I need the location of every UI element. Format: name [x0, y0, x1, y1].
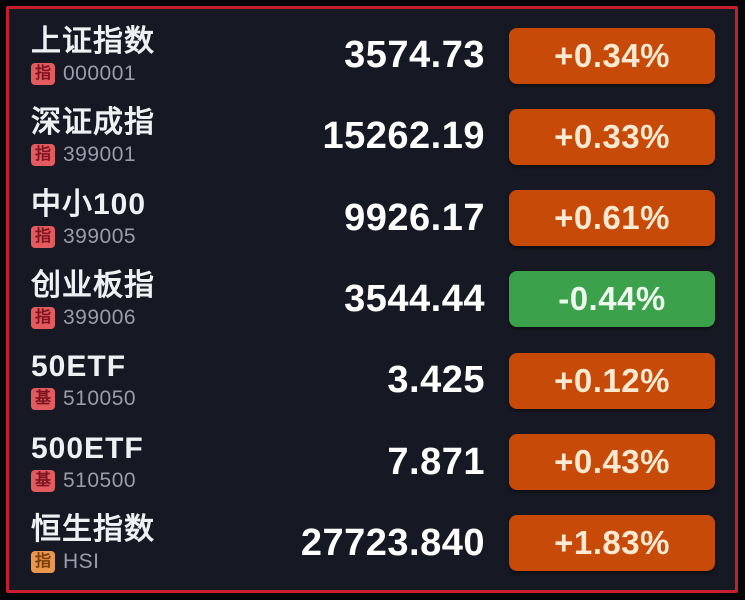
index-name: 50ETF [31, 350, 127, 384]
index-type-tag: 指 [31, 306, 55, 329]
change-badge[interactable]: +1.83% [509, 515, 715, 572]
index-row-sme100[interactable]: 中小100 指 399005 9926.17 +0.61% [9, 178, 735, 259]
index-name: 创业板指 [31, 268, 155, 302]
index-value: 9926.17 [344, 196, 485, 239]
index-info: 创业板指 指 399006 [31, 269, 221, 330]
index-info: 中小100 指 399005 [31, 188, 221, 249]
index-meta: 指 399005 [31, 225, 221, 249]
index-type-tag: 指 [31, 63, 55, 86]
change-badge[interactable]: -0.44% [509, 271, 715, 328]
index-meta: 指 HSI [31, 550, 221, 574]
index-row-chinext[interactable]: 创业板指 指 399006 3544.44 -0.44% [9, 259, 735, 340]
index-row-50etf[interactable]: 50ETF 基 510050 3.425 +0.12% [9, 340, 735, 421]
index-code: HSI [63, 549, 100, 573]
index-info: 上证指数 指 000001 [31, 25, 221, 86]
fund-type-tag: 基 [31, 388, 55, 411]
index-value: 15262.19 [322, 115, 485, 158]
index-row-shenzhen[interactable]: 深证成指 指 399001 15262.19 +0.33% [9, 96, 735, 177]
index-info: 恒生指数 指 HSI [31, 513, 221, 574]
index-type-tag: 指 [31, 225, 55, 248]
index-row-500etf[interactable]: 500ETF 基 510500 7.871 +0.43% [9, 421, 735, 502]
index-info: 50ETF 基 510050 [31, 350, 221, 411]
index-type-tag: 指 [31, 550, 55, 573]
change-badge[interactable]: +0.34% [509, 27, 715, 84]
change-badge[interactable]: +0.61% [509, 190, 715, 247]
index-name: 深证成指 [31, 106, 155, 140]
index-name: 500ETF [31, 431, 144, 465]
index-meta: 指 000001 [31, 62, 221, 86]
index-row-shanghai[interactable]: 上证指数 指 000001 3574.73 +0.34% [9, 15, 735, 96]
index-type-tag: 指 [31, 144, 55, 167]
index-code: 399006 [63, 305, 137, 329]
index-code: 000001 [63, 62, 137, 86]
index-info: 500ETF 基 510500 [31, 432, 221, 493]
index-name: 恒生指数 [31, 512, 155, 546]
index-value: 27723.840 [300, 521, 485, 564]
fund-type-tag: 基 [31, 469, 55, 492]
index-meta: 指 399006 [31, 306, 221, 330]
index-meta: 基 510500 [31, 469, 221, 493]
index-value: 3.425 [387, 359, 485, 402]
index-value: 3574.73 [344, 34, 485, 77]
quote-panel: 上证指数 指 000001 3574.73 +0.34% 深证成指 指 3990… [6, 6, 738, 593]
change-badge[interactable]: +0.33% [509, 108, 715, 165]
index-code: 510050 [63, 387, 137, 411]
index-code: 399001 [63, 143, 137, 167]
index-value: 7.871 [387, 440, 485, 483]
change-badge[interactable]: +0.12% [509, 352, 715, 409]
index-info: 深证成指 指 399001 [31, 106, 221, 167]
index-code: 399005 [63, 224, 137, 248]
index-code: 510500 [63, 468, 137, 492]
index-row-hangseng[interactable]: 恒生指数 指 HSI 27723.840 +1.83% [9, 503, 735, 584]
index-name: 上证指数 [31, 25, 155, 59]
index-meta: 指 399001 [31, 143, 221, 167]
change-badge[interactable]: +0.43% [509, 434, 715, 491]
index-meta: 基 510050 [31, 387, 221, 411]
index-name: 中小100 [31, 187, 147, 221]
index-value: 3544.44 [344, 277, 485, 320]
